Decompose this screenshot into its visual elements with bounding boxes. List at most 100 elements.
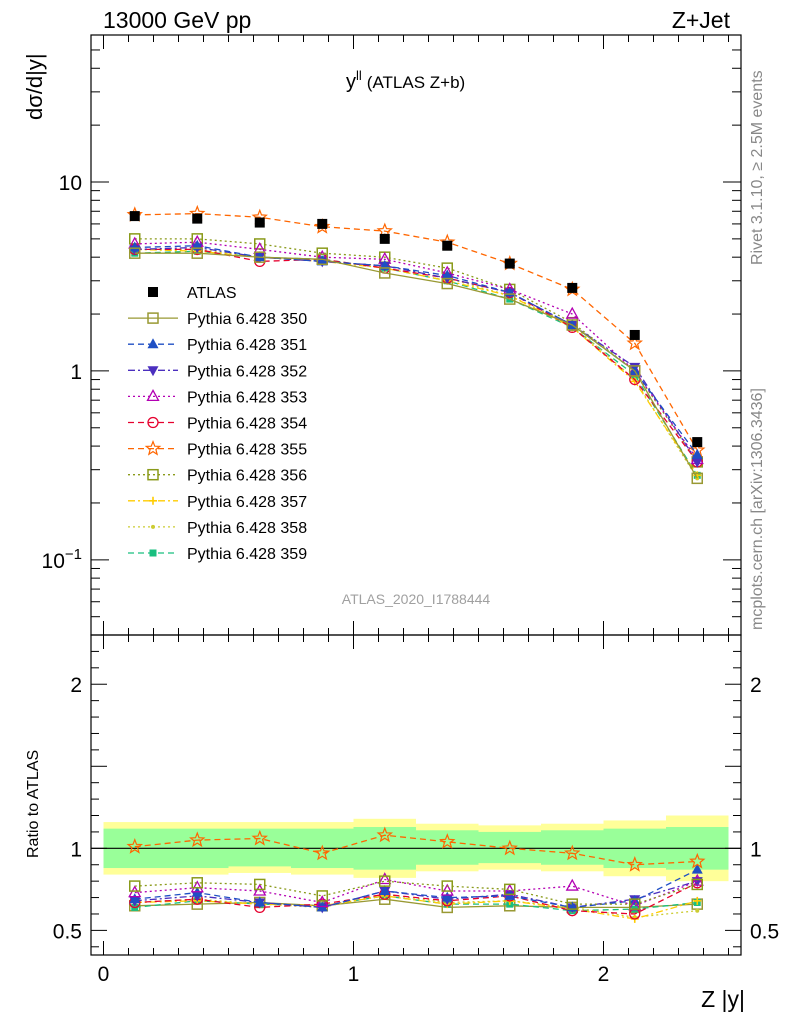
ratio-line-355 [134, 834, 698, 866]
series-line-352 [134, 246, 698, 463]
legend-entry-350: Pythia 6.428 350 [128, 311, 307, 328]
ratio-point-356 [566, 898, 578, 910]
legend-marker-355 [144, 439, 162, 456]
ratio-point-355 [501, 839, 518, 856]
data-point-351 [691, 448, 703, 459]
y-tick-label: 10 [59, 172, 82, 195]
data-point-ATLAS [317, 218, 328, 229]
legend-entry-351: Pythia 6.428 351 [128, 337, 307, 354]
legend-entry-355: Pythia 6.428 355 [128, 439, 307, 459]
legend-label-355: Pythia 6.428 355 [187, 442, 307, 459]
series-line-356 [134, 238, 698, 463]
legend-entry-352: Pythia 6.428 352 [128, 363, 307, 380]
ratio-point-356 [691, 878, 703, 891]
data-point-ATLAS [692, 437, 703, 448]
ratio-point-351 [379, 885, 391, 895]
panel-frames [90, 34, 742, 956]
ratio-point-353 [565, 878, 579, 891]
header-process: Z+Jet [672, 7, 731, 33]
legend-label-357: Pythia 6.428 357 [187, 494, 307, 511]
ratio-point-353 [378, 872, 392, 885]
data-point-350 [566, 319, 578, 331]
plot-title: yll (ATLAS Z+b) [346, 68, 465, 93]
header-energy: 13000 GeV pp [103, 7, 251, 33]
data-point-ATLAS [379, 233, 390, 244]
ratio-panel-frame [90, 634, 742, 956]
x-axis-label: Z |y| [701, 986, 745, 1012]
plot-title-sup: ll [356, 68, 362, 83]
ratio-point-356 [316, 890, 328, 902]
ratio-point-356 [191, 877, 203, 889]
x-tick-label: 2 [598, 963, 610, 986]
series-352 [129, 243, 703, 468]
ratio-panel-series [126, 826, 706, 923]
ratio-point-355 [251, 829, 269, 846]
ratio-point-357 [693, 896, 702, 905]
legend-entry-353: Pythia 6.428 353 [128, 389, 307, 406]
ratio-point-358 [695, 908, 700, 913]
ratio-line-354 [134, 882, 698, 915]
data-point-355 [313, 218, 331, 234]
main-panel-frame [90, 34, 742, 636]
series-line-357 [134, 248, 698, 476]
ratio-point-355 [564, 844, 581, 861]
data-point-352 [691, 457, 703, 468]
x-tick-label: 0 [98, 963, 110, 986]
data-point-351 [129, 241, 141, 252]
data-point-ATLAS [567, 282, 578, 293]
series-line-350 [134, 252, 698, 479]
ratio-point-355 [314, 844, 331, 861]
data-point-350 [191, 247, 203, 259]
data-point-351 [441, 269, 453, 280]
legend: ATLAS Pythia 6.428 350 Pythia 6.428 351 Pyt… [128, 285, 307, 563]
data-point-ATLAS [442, 240, 453, 251]
legend-marker-356 [147, 468, 159, 481]
ratio-series-356 [129, 875, 703, 910]
plot-title-main: y [346, 71, 356, 93]
data-point-355 [626, 334, 644, 351]
ratio-point-355 [376, 826, 394, 843]
ratio-line-356 [134, 880, 698, 905]
ratio-y-tick-label: 2 [70, 674, 82, 697]
legend-entry-357: Pythia 6.428 357 [128, 494, 307, 511]
ratio-point-356 [629, 898, 641, 910]
data-point-350 [629, 365, 641, 377]
plot-title-rest: (ATLAS Z+b) [367, 73, 465, 92]
legend-marker-354 [147, 416, 159, 429]
ratio-y-tick-label: 1 [70, 838, 82, 861]
data-point-350 [254, 251, 266, 263]
legend-label-356: Pythia 6.428 356 [187, 468, 307, 485]
data-point-351 [316, 255, 328, 266]
ratio-band-inner [478, 831, 541, 864]
legend-entry-354: Pythia 6.428 354 [128, 416, 307, 433]
legend-entry-356: Pythia 6.428 356 [128, 468, 307, 485]
main-panel-series [126, 204, 706, 485]
data-point-350 [691, 472, 703, 485]
legend-marker-352 [147, 366, 159, 377]
ratio-y-tick-label: 0.5 [53, 920, 82, 943]
legend-label-352: Pythia 6.428 352 [187, 363, 307, 380]
legend-marker-353 [146, 389, 160, 402]
legend-marker-358 [151, 524, 155, 529]
ratio-line-351 [134, 869, 698, 909]
ratio-point-355 [439, 833, 456, 849]
ratio-point-356 [441, 880, 453, 892]
legend-label-353: Pythia 6.428 353 [187, 389, 307, 406]
ratio-point-356 [129, 880, 141, 892]
data-point-ATLAS [192, 213, 203, 224]
ratio-series-355 [126, 826, 706, 872]
ratio-line-357 [134, 895, 698, 920]
legend-label-350: Pythia 6.428 350 [187, 311, 307, 328]
series-ATLAS [129, 211, 703, 448]
data-point-350 [379, 267, 391, 279]
ratio-band-inner [228, 828, 291, 867]
ratio-y-tick-label-right: 1 [750, 838, 762, 861]
data-point-350 [129, 247, 141, 259]
legend-label-359: Pythia 6.428 359 [187, 546, 307, 563]
data-point-353 [565, 306, 579, 319]
legend-marker-350 [147, 312, 159, 324]
ratio-y-tick-label-right: 2 [750, 674, 762, 697]
data-point-351 [254, 251, 266, 262]
data-point-ATLAS [629, 329, 640, 340]
